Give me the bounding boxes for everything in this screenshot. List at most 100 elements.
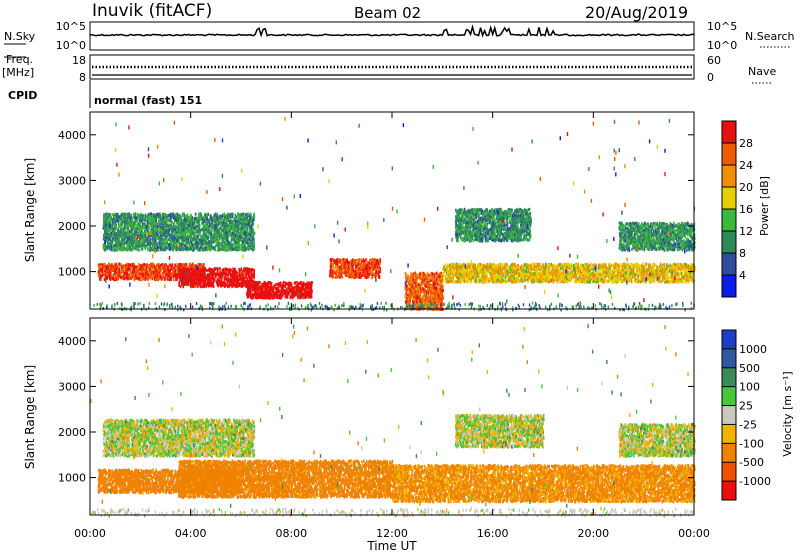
data-cell: [521, 280, 523, 283]
data-cell: [132, 271, 134, 274]
data-cell: [368, 270, 370, 273]
data-cell: [204, 267, 206, 270]
data-cell: [352, 275, 354, 278]
data-cell: [202, 273, 204, 276]
data-cell: [376, 270, 378, 273]
data-cell: [278, 283, 280, 286]
data-cell: [115, 276, 117, 279]
data-cell: [124, 266, 126, 269]
data-cell: [280, 282, 282, 285]
data-cell: [110, 278, 112, 281]
data-cell: [179, 268, 181, 271]
data-cell: [194, 285, 196, 288]
data-cell: [340, 269, 342, 272]
data-cell: [336, 258, 338, 261]
data-cell: [236, 281, 238, 284]
data-cell: [407, 275, 409, 278]
data-cell: [306, 290, 308, 293]
data-cell: [184, 272, 186, 275]
data-cell: [290, 289, 292, 292]
data-cell: [158, 263, 160, 266]
data-cell: [221, 283, 223, 286]
data-cell: [437, 283, 439, 286]
data-cell: [418, 287, 420, 290]
date-title: 20/Aug/2019: [585, 3, 688, 22]
data-cell: [270, 285, 272, 288]
data-cell: [293, 292, 295, 295]
data-cell: [355, 262, 357, 265]
data-cell: [254, 282, 256, 285]
data-cell: [211, 280, 213, 283]
data-cell: [424, 273, 426, 276]
data-cell: [169, 276, 171, 279]
data-cell: [164, 266, 166, 269]
data-cell: [252, 296, 254, 299]
data-cell: [347, 274, 349, 277]
data-cell: [238, 268, 240, 271]
data-cell: [300, 281, 302, 284]
data-cell: [434, 290, 436, 293]
data-cell: [208, 274, 210, 277]
data-cell: [365, 273, 367, 276]
data-cell: [210, 284, 212, 287]
data-cell: [192, 285, 194, 288]
data-cell: [141, 268, 143, 271]
data-cell: [205, 284, 207, 287]
data-cell: [112, 277, 114, 280]
data-cell: [179, 281, 181, 284]
data-cell: [199, 285, 201, 288]
data-cell: [421, 283, 423, 286]
data-cell: [249, 278, 251, 281]
freq-tick-bottom: 8: [79, 71, 86, 84]
data-cell: [378, 269, 380, 272]
nave-tick-bottom: 0: [707, 71, 714, 84]
data-cell: [440, 304, 442, 307]
data-cell: [247, 295, 249, 298]
data-cell: [130, 264, 132, 267]
data-cell: [134, 277, 136, 280]
data-cell: [251, 281, 253, 284]
data-cell: [364, 260, 366, 263]
data-cell: [434, 287, 436, 290]
data-cell: [179, 271, 181, 274]
data-cell: [184, 283, 186, 286]
data-cell: [281, 289, 283, 292]
data-cell: [190, 285, 192, 288]
data-cell: [426, 291, 428, 294]
data-cell: [309, 287, 311, 290]
data-cell: [179, 263, 181, 266]
data-cell: [351, 259, 353, 262]
data-cell: [261, 289, 263, 292]
data-cell: [423, 287, 425, 290]
data-cell: [359, 263, 361, 266]
data-cell: [129, 268, 131, 271]
data-cell: [143, 263, 145, 266]
data-cell: [212, 273, 214, 276]
data-cell: [339, 275, 341, 278]
data-cell: [136, 277, 138, 280]
data-cell: [355, 266, 357, 269]
data-cell: [260, 291, 262, 294]
data-cell: [228, 279, 230, 282]
data-cell: [430, 296, 432, 299]
data-cell: [283, 284, 285, 287]
data-cell: [183, 268, 185, 271]
data-cell: [209, 268, 211, 271]
data-cell: [153, 266, 155, 269]
data-cell: [238, 274, 240, 277]
data-cell: [120, 276, 122, 279]
data-cell: [204, 280, 206, 283]
data-cell: [438, 291, 440, 294]
data-cell: [355, 274, 357, 277]
data-cell: [172, 271, 174, 274]
data-cell: [342, 276, 344, 279]
data-cell: [415, 287, 417, 290]
data-cell: [337, 269, 339, 272]
data-cell: [155, 278, 157, 281]
data-cell: [192, 282, 194, 285]
data-cell: [193, 268, 195, 271]
data-cell: [379, 275, 381, 278]
data-cell: [212, 280, 214, 283]
data-cell: [171, 268, 173, 271]
data-cell: [419, 294, 421, 297]
